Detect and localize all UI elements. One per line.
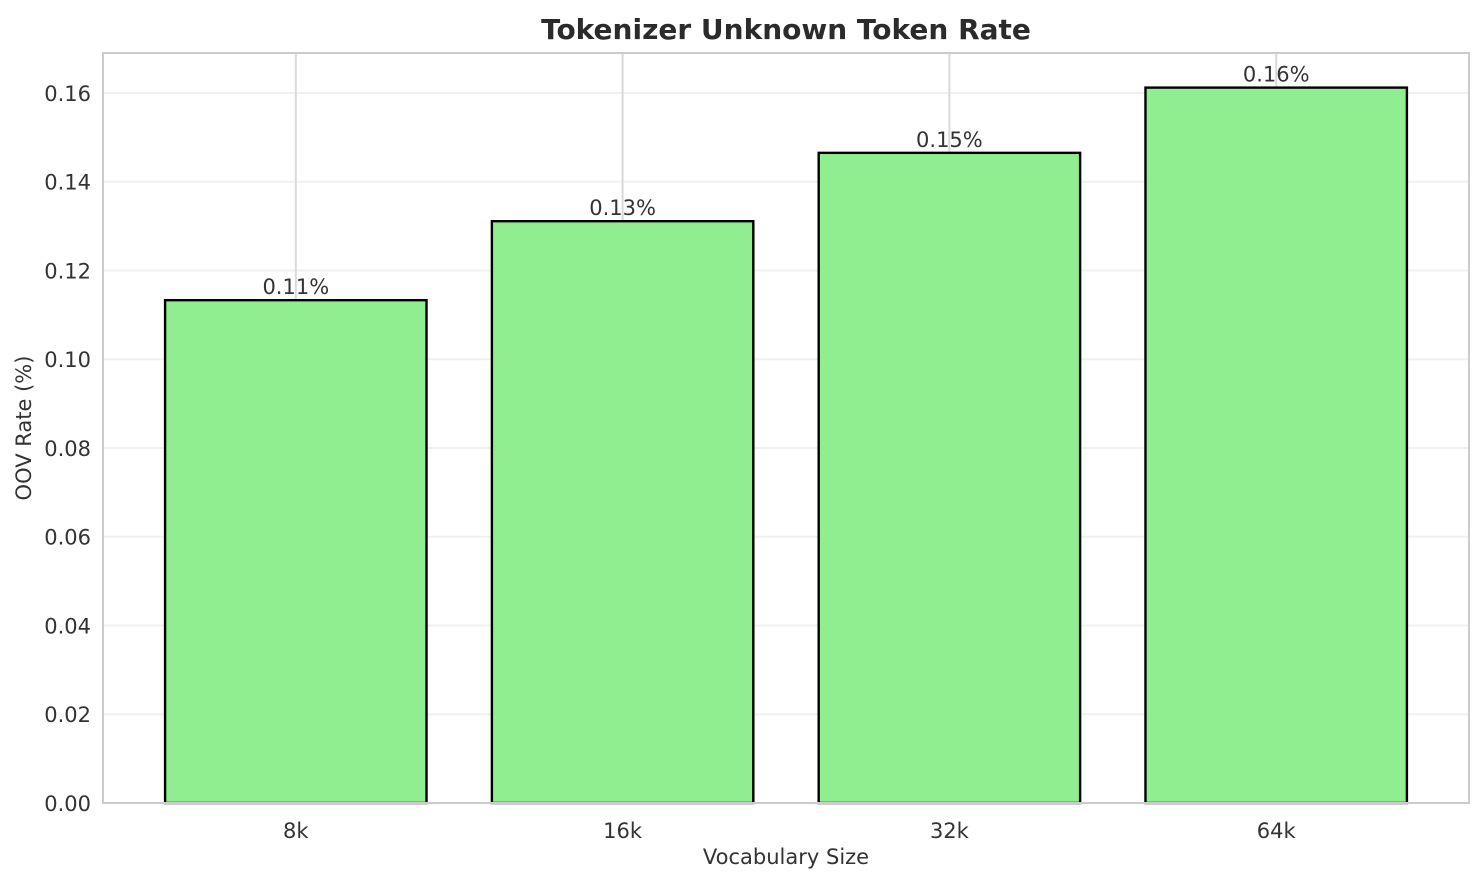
y-tick-label: 0.08 — [44, 437, 91, 461]
y-tick-label: 0.16 — [44, 82, 91, 106]
bar-value-label: 0.13% — [589, 196, 656, 220]
x-tick-label: 8k — [283, 819, 309, 843]
y-tick-label: 0.06 — [44, 526, 91, 550]
chart-title: Tokenizer Unknown Token Rate — [541, 13, 1031, 46]
bar — [163, 298, 428, 805]
y-tick-label: 0.02 — [44, 703, 91, 727]
x-tick-label: 16k — [603, 819, 643, 843]
bar — [1144, 86, 1409, 805]
bar — [490, 219, 755, 805]
y-tick-label: 0.10 — [44, 348, 91, 372]
bar — [817, 151, 1082, 805]
x-tick-label: 32k — [930, 819, 970, 843]
x-tick-label: 64k — [1257, 819, 1297, 843]
y-axis-label: OOV Rate (%) — [12, 355, 36, 501]
y-tick-label: 0.14 — [44, 171, 91, 195]
bar-value-label: 0.11% — [262, 275, 329, 299]
plot-border — [102, 52, 1470, 804]
x-axis-label: Vocabulary Size — [702, 845, 870, 869]
y-tick-label: 0.12 — [44, 259, 91, 283]
y-tick-label: 0.00 — [44, 792, 91, 816]
bar-value-label: 0.15% — [916, 128, 983, 152]
bar-value-label: 0.16% — [1243, 63, 1310, 87]
y-tick-label: 0.04 — [44, 614, 91, 638]
